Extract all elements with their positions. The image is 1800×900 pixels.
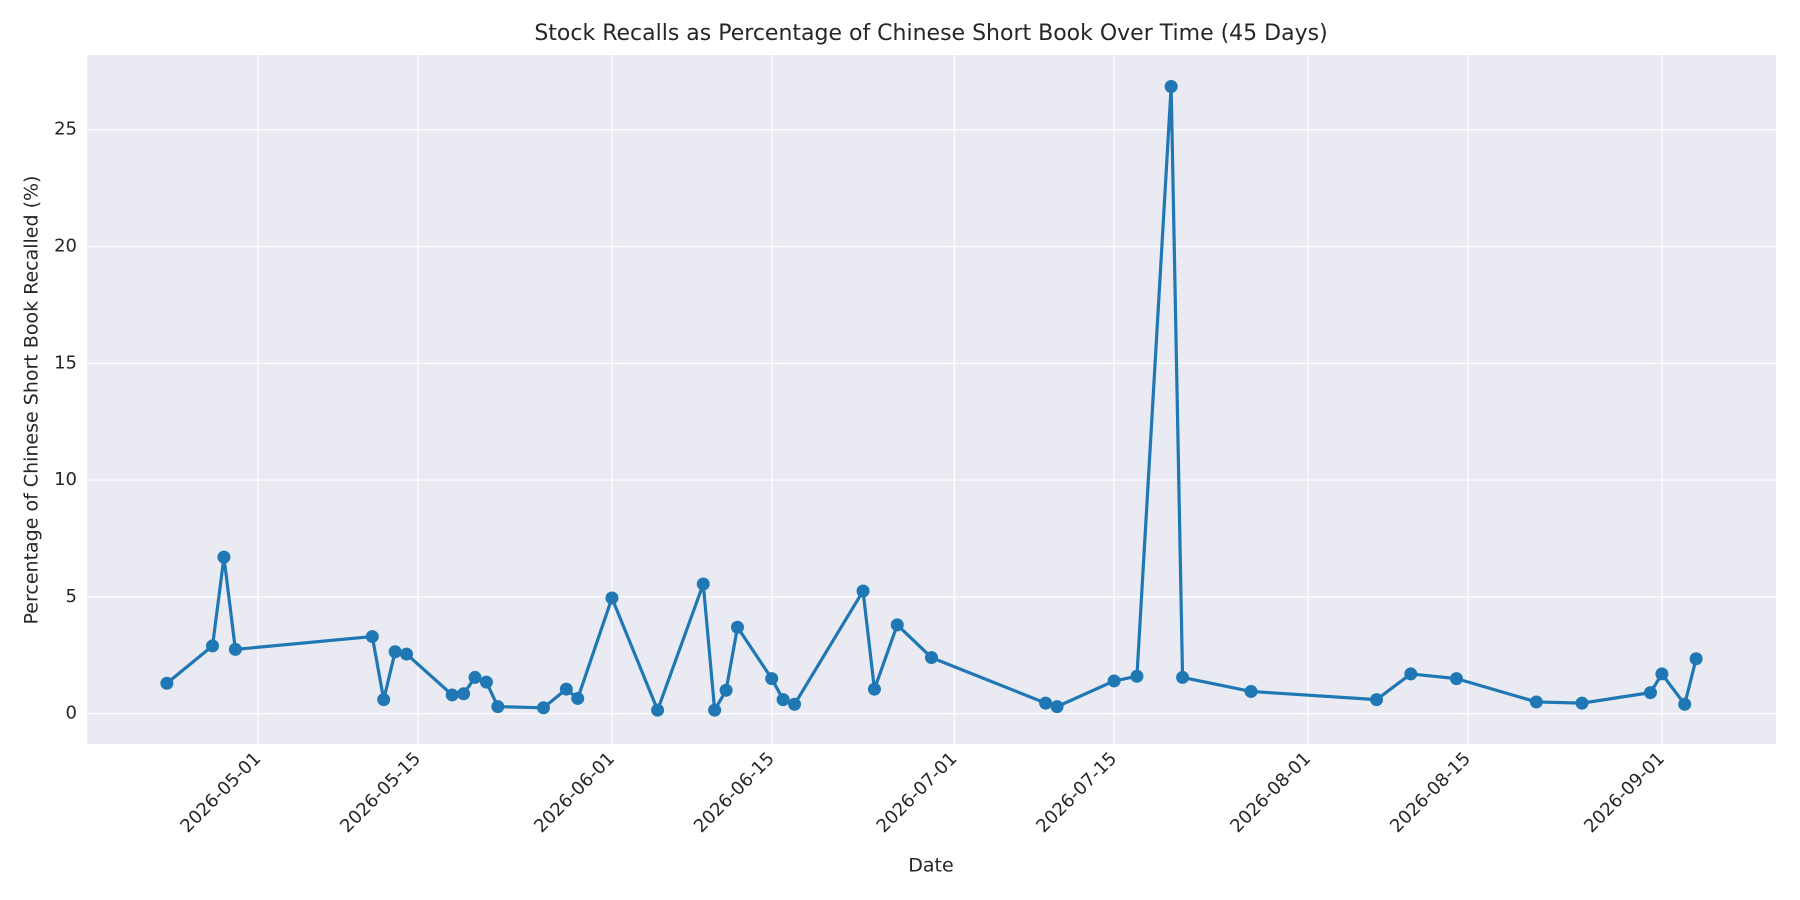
x-tick-label: 2026-09-01	[1580, 748, 1669, 837]
data-point	[730, 620, 744, 634]
data-point	[605, 591, 619, 605]
data-point	[1130, 669, 1144, 683]
data-point	[536, 701, 550, 715]
x-tick-label: 2026-07-15	[1032, 748, 1121, 837]
x-tick-label: 2026-06-01	[530, 748, 619, 837]
data-point	[708, 703, 722, 717]
y-tick-label: 25	[54, 119, 77, 140]
data-point	[457, 687, 471, 701]
data-point	[1529, 695, 1543, 709]
data-point	[776, 693, 790, 707]
data-point	[491, 700, 505, 714]
data-point	[765, 672, 779, 686]
data-point	[365, 630, 379, 644]
data-point	[559, 682, 573, 696]
data-point	[377, 693, 391, 707]
data-point	[1244, 684, 1258, 698]
y-tick-label: 20	[54, 236, 77, 257]
data-point	[445, 688, 459, 702]
data-point	[1164, 80, 1178, 94]
data-point	[479, 675, 493, 689]
y-axis-label: Percentage of Chinese Short Book Recalle…	[21, 176, 43, 625]
x-tick-label: 2026-06-15	[690, 748, 779, 837]
data-point	[571, 691, 585, 705]
data-point	[388, 645, 402, 659]
x-tick-label: 2026-05-15	[336, 748, 425, 837]
data-point	[1176, 670, 1190, 684]
data-point	[719, 683, 733, 697]
data-point	[1643, 686, 1657, 700]
y-tick-label: 5	[66, 586, 77, 607]
data-point	[890, 618, 904, 632]
data-point	[1050, 700, 1064, 714]
data-point	[651, 703, 665, 717]
chart-title: Stock Recalls as Percentage of Chinese S…	[534, 21, 1327, 46]
plot-area	[87, 55, 1776, 744]
data-point	[788, 697, 802, 711]
data-point	[217, 550, 231, 564]
data-point	[696, 577, 710, 591]
x-tick-label: 2026-08-15	[1386, 748, 1475, 837]
data-point	[1689, 652, 1703, 666]
data-point	[856, 584, 870, 598]
x-axis-label: Date	[908, 855, 953, 877]
data-point	[228, 642, 242, 656]
data-point	[1404, 667, 1418, 681]
data-point	[1039, 696, 1053, 710]
data-point	[160, 676, 174, 690]
data-point	[206, 639, 220, 653]
data-point	[468, 670, 482, 684]
data-point	[925, 651, 938, 665]
y-tick-label: 0	[66, 703, 77, 724]
data-point	[867, 682, 881, 696]
data-point	[1107, 674, 1121, 688]
data-point	[400, 647, 414, 661]
data-point	[1575, 696, 1589, 710]
x-tick-label: 2026-07-01	[873, 748, 962, 837]
y-tick-label: 10	[54, 469, 77, 490]
data-point	[1655, 667, 1669, 681]
data-point	[1449, 672, 1463, 686]
y-tick-label: 15	[54, 352, 77, 373]
x-tick-label: 2026-05-01	[176, 748, 265, 837]
data-point	[1370, 693, 1384, 707]
x-tick-label: 2026-08-01	[1226, 748, 1315, 837]
data-point	[1678, 697, 1692, 711]
